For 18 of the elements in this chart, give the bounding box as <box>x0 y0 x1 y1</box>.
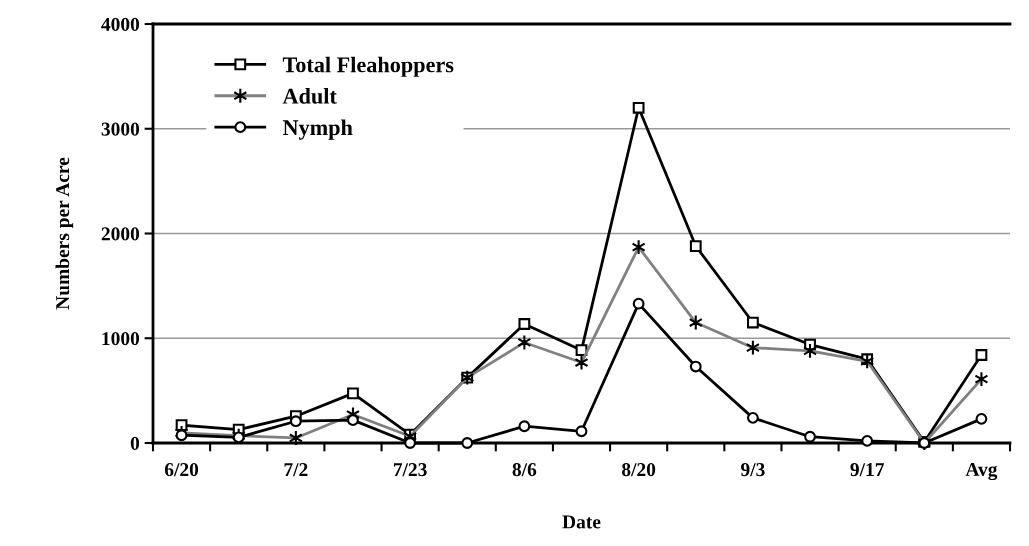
x-axis-title: Date <box>562 515 601 529</box>
x-tick-label: 8/20 <box>622 463 656 477</box>
y-tick-label: 3000 <box>101 122 140 136</box>
y-axis-title: Numbers per Acre <box>55 157 74 310</box>
x-tick-label: 7/2 <box>284 463 308 477</box>
y-tick-label: 4000 <box>101 17 140 31</box>
legend-label: Adult <box>282 88 337 104</box>
legend-label: Nymph <box>282 119 353 140</box>
x-tick-label: Avg <box>965 462 998 481</box>
x-tick-label: 9/3 <box>741 463 765 477</box>
legend-label: Total Fleahoppers <box>282 56 454 77</box>
y-tick-label: 0 <box>130 436 140 450</box>
y-tick-label: 2000 <box>101 227 140 241</box>
x-tick-label: 9/17 <box>850 463 884 477</box>
x-tick-label: 8/6 <box>512 463 537 477</box>
x-tick-label: 6/20 <box>164 463 199 477</box>
x-tick-label: 7/23 <box>393 463 427 477</box>
y-tick-label: 1000 <box>102 332 140 346</box>
